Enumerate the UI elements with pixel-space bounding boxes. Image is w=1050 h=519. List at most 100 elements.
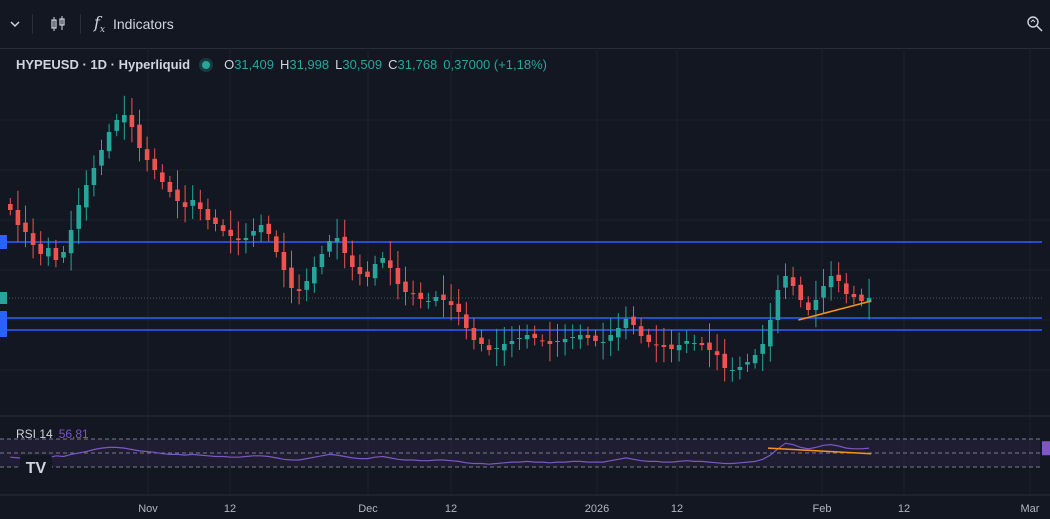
candle-body (562, 339, 568, 343)
candle-body (198, 202, 203, 209)
candle-body (669, 344, 674, 349)
candle-body (730, 370, 735, 371)
candle-body (866, 298, 872, 303)
candle-body (623, 319, 629, 328)
trend-line (798, 300, 872, 321)
candle-body (61, 252, 66, 258)
candle-body (585, 335, 591, 338)
high-value: 31,998 (289, 57, 330, 72)
candle-body (380, 258, 385, 263)
candle-body (836, 274, 841, 281)
candle-body (494, 348, 499, 349)
x-tick-label: Mar (1021, 503, 1040, 515)
candle-body (319, 254, 325, 267)
chevron-down-icon[interactable] (4, 10, 26, 38)
candle-body (167, 182, 173, 192)
candle-body (266, 223, 271, 234)
tradingview-logo-icon: TV (26, 460, 47, 477)
x-tick-label: 12 (445, 503, 457, 515)
candle-body (160, 172, 165, 182)
tradingview-logo-bg (20, 455, 52, 479)
price-level-marker (0, 311, 7, 325)
candle-body (790, 277, 796, 286)
candle-body (851, 294, 857, 297)
candle-body (532, 333, 537, 338)
rsi-trend-line (767, 447, 872, 455)
candle-body (509, 341, 515, 344)
toolbar-separator (80, 14, 81, 34)
rsi-legend: RSI 14 56,81 (16, 427, 89, 441)
candle-body (243, 238, 249, 240)
candle-body (122, 115, 127, 123)
search-zoom-icon[interactable] (1022, 10, 1048, 38)
candle-body (813, 300, 819, 310)
candle-body (327, 241, 332, 252)
candle-body (213, 217, 218, 224)
candle-body (312, 267, 317, 284)
candle-body (357, 267, 363, 274)
x-tick-label: Nov (138, 503, 158, 515)
candle-body (365, 271, 370, 277)
indicators-label: Indicators (113, 16, 174, 32)
rsi-value: 56,81 (58, 427, 89, 441)
candle-body (410, 293, 416, 295)
candle-body (281, 252, 287, 270)
close-label: C (388, 57, 398, 72)
candle-body (144, 149, 150, 160)
candle-body (152, 158, 157, 170)
candle-body (524, 335, 530, 340)
x-tick-label: 2026 (585, 503, 609, 515)
candle-body (129, 115, 135, 127)
candle-body (616, 328, 621, 338)
candle-body (258, 225, 264, 233)
candle-body (540, 340, 545, 342)
candle-body (828, 276, 834, 288)
candle-body (205, 209, 211, 220)
candle-body (479, 337, 484, 344)
candle-body (768, 320, 773, 347)
indicators-button[interactable]: fx Indicators (90, 10, 192, 38)
candle-body (775, 290, 781, 320)
candle-body (844, 283, 849, 294)
candle-body (91, 168, 97, 185)
x-tick-label: 12 (671, 503, 683, 515)
low-value: 30,509 (342, 57, 383, 72)
candle-body (471, 328, 477, 340)
rsi-label[interactable]: RSI 14 (16, 427, 53, 441)
x-tick-label: 12 (224, 503, 236, 515)
candle-body (859, 294, 864, 301)
candle-body (486, 345, 492, 350)
candle-body (692, 343, 697, 344)
candle-body (8, 204, 13, 210)
candle-body (53, 248, 59, 260)
candle-body (350, 255, 355, 267)
candle-body (547, 341, 553, 344)
candle-body (760, 344, 765, 354)
candle-body (464, 314, 469, 328)
candle-body (372, 264, 378, 279)
rsi-line (10, 442, 870, 465)
candle-body (661, 345, 667, 347)
open-label: O (224, 57, 235, 72)
candle-body (433, 297, 439, 301)
change-value: 0,37000 (+1,18%) (443, 57, 547, 72)
candle-body (403, 281, 408, 292)
candle-body (745, 362, 750, 365)
candles-chart-type-icon[interactable] (44, 10, 72, 38)
candle-body (137, 124, 142, 148)
candle-body (555, 341, 560, 342)
candle-body (76, 205, 81, 229)
x-tick-label: Dec (358, 503, 378, 515)
candle-body (448, 301, 454, 305)
symbol-title[interactable]: HYPEUSD · 1D · Hyperliquid (16, 57, 191, 72)
toolbar-separator (32, 14, 33, 34)
candle-body (388, 260, 393, 268)
candle-body (608, 335, 613, 341)
candle-body (714, 351, 720, 355)
candle-body (821, 286, 826, 298)
candle-body (114, 120, 119, 131)
candle-body (68, 230, 74, 254)
candle-body (395, 268, 401, 284)
candle-body (806, 302, 811, 310)
